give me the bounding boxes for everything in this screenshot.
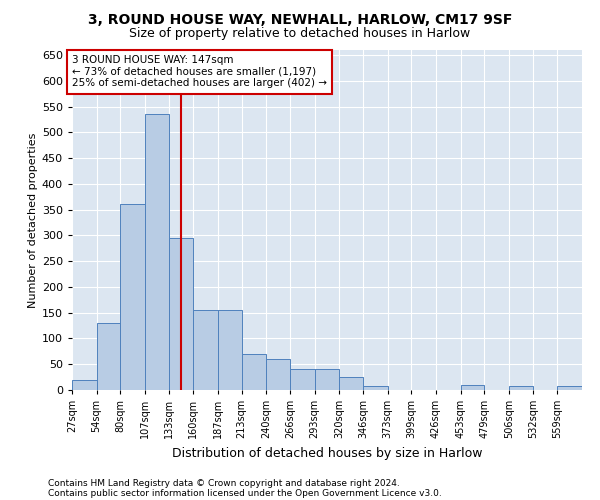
Bar [72,380,97,390]
Bar [461,385,484,390]
Bar [242,354,266,390]
Y-axis label: Number of detached properties: Number of detached properties [28,132,38,308]
Bar [290,370,314,390]
Bar [363,386,388,390]
Text: Contains public sector information licensed under the Open Government Licence v3: Contains public sector information licen… [48,488,442,498]
Bar [169,238,193,390]
Text: Contains HM Land Registry data © Crown copyright and database right 2024.: Contains HM Land Registry data © Crown c… [48,478,400,488]
Text: 3 ROUND HOUSE WAY: 147sqm
← 73% of detached houses are smaller (1,197)
25% of se: 3 ROUND HOUSE WAY: 147sqm ← 73% of detac… [72,55,327,88]
Bar [557,386,582,390]
Bar [145,114,169,390]
Bar [193,310,218,390]
Bar [340,377,363,390]
Bar [218,310,242,390]
Text: Size of property relative to detached houses in Harlow: Size of property relative to detached ho… [130,28,470,40]
Bar [266,359,290,390]
Text: 3, ROUND HOUSE WAY, NEWHALL, HARLOW, CM17 9SF: 3, ROUND HOUSE WAY, NEWHALL, HARLOW, CM1… [88,12,512,26]
Bar [121,204,145,390]
Bar [509,386,533,390]
Bar [314,370,340,390]
X-axis label: Distribution of detached houses by size in Harlow: Distribution of detached houses by size … [172,446,482,460]
Bar [97,323,121,390]
